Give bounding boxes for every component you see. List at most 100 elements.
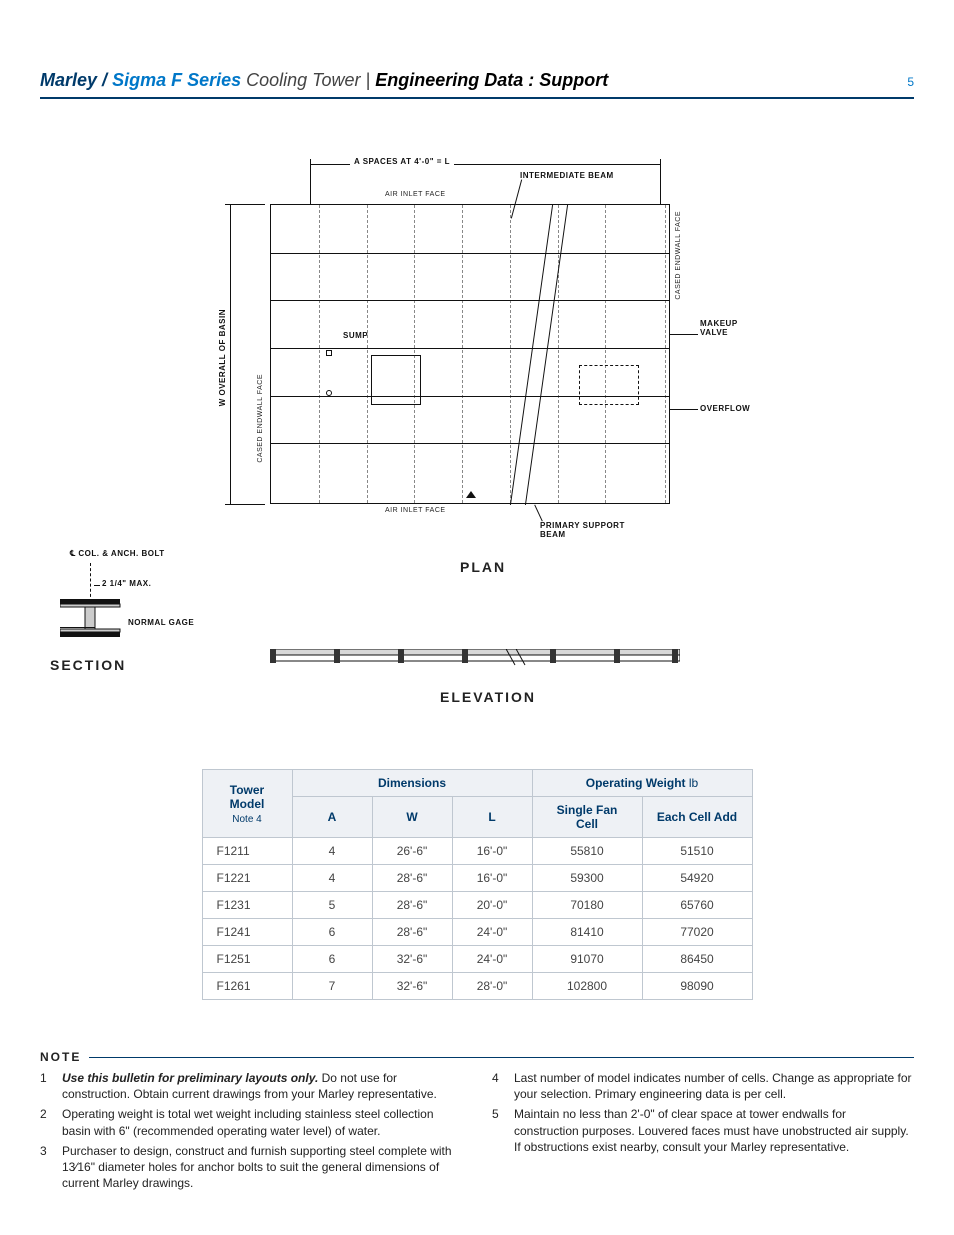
table-row: F1251632'-6"24'-0"9107086450 bbox=[202, 946, 752, 973]
table-cell: 16'-0" bbox=[452, 838, 532, 865]
note-item: 1 Use this bulletin for preliminary layou… bbox=[40, 1070, 462, 1102]
table-cell: 91070 bbox=[532, 946, 642, 973]
grid-v bbox=[319, 205, 320, 503]
dim-tick-right bbox=[660, 159, 661, 204]
table-cell: 55810 bbox=[532, 838, 642, 865]
table-cell: 6 bbox=[292, 946, 372, 973]
table-cell: F1261 bbox=[202, 973, 292, 1000]
table-cell: 16'-0" bbox=[452, 865, 532, 892]
slash: / bbox=[97, 70, 112, 90]
elevation-view bbox=[270, 649, 680, 667]
note-rule bbox=[89, 1057, 914, 1058]
table-cell: 54920 bbox=[642, 865, 752, 892]
label-overflow: OVERFLOW bbox=[700, 404, 750, 413]
dim-tick-left bbox=[310, 159, 311, 204]
th-a: A bbox=[292, 797, 372, 838]
table-row: F1261732'-6"28'-0"10280098090 bbox=[202, 973, 752, 1000]
table-cell: 77020 bbox=[642, 919, 752, 946]
note-item: 2Operating weight is total wet weight in… bbox=[40, 1106, 462, 1138]
table-cell: 7 bbox=[292, 973, 372, 1000]
grid-v bbox=[462, 205, 463, 503]
dashed-box bbox=[579, 365, 639, 405]
th-single: Single Fan Cell bbox=[532, 797, 642, 838]
grid-h bbox=[271, 300, 669, 301]
leader-makeup bbox=[670, 334, 698, 335]
th-tower-note: Note 4 bbox=[232, 814, 261, 825]
grid-v bbox=[414, 205, 415, 503]
table-cell: 70180 bbox=[532, 892, 642, 919]
subtitle-bold: Engineering Data : Support bbox=[375, 70, 608, 90]
note-text: Last number of model indicates number of… bbox=[514, 1070, 914, 1102]
section-view: ℄ COL. & ANCH. BOLT 2 1/4" MAX. NORMAL G… bbox=[40, 549, 260, 673]
th-each: Each Cell Add bbox=[642, 797, 752, 838]
leader-overflow bbox=[670, 409, 698, 410]
table-row: F1241628'-6"24'-0"8141077020 bbox=[202, 919, 752, 946]
marker-square bbox=[326, 350, 332, 356]
note-text: Maintain no less than 2'-0" of clear spa… bbox=[514, 1106, 914, 1155]
cl-symbol: ℄ bbox=[70, 549, 76, 558]
table-cell: 4 bbox=[292, 865, 372, 892]
note-number: 4 bbox=[492, 1070, 504, 1102]
elevation-title: ELEVATION bbox=[440, 689, 536, 705]
note-number: 5 bbox=[492, 1106, 504, 1155]
section-title: SECTION bbox=[50, 657, 260, 673]
grid-v bbox=[558, 205, 559, 503]
th-tower-label: Tower Model bbox=[230, 783, 265, 811]
dim-w-tick bbox=[225, 204, 265, 205]
table-cell: 102800 bbox=[532, 973, 642, 1000]
brand-marley: Marley bbox=[40, 70, 97, 90]
th-weight-unit: lb bbox=[686, 776, 699, 790]
page-header: Marley / Sigma F Series Cooling Tower | … bbox=[40, 70, 914, 99]
note-heading: NOTE bbox=[40, 1050, 914, 1064]
label-air-inlet-top: AIR INLET FACE bbox=[385, 191, 446, 198]
sump-box bbox=[371, 355, 421, 405]
notes-columns: 1 Use this bulletin for preliminary layou… bbox=[40, 1070, 914, 1195]
grid-h bbox=[271, 348, 669, 349]
plan-title: PLAN bbox=[460, 559, 506, 575]
table-cell: 32'-6" bbox=[372, 946, 452, 973]
dim-w-line bbox=[230, 204, 231, 504]
grid-h bbox=[271, 253, 669, 254]
note-text: Use this bulletin for preliminary layout… bbox=[62, 1070, 462, 1102]
table-cell: 20'-0" bbox=[452, 892, 532, 919]
table-row: F1231528'-6"20'-0"7018065760 bbox=[202, 892, 752, 919]
grid-h bbox=[271, 443, 669, 444]
note-number: 3 bbox=[40, 1143, 52, 1192]
table-cell: 24'-0" bbox=[452, 919, 532, 946]
label-primary-support: PRIMARY SUPPORT BEAM bbox=[540, 521, 650, 539]
th-dimensions: Dimensions bbox=[292, 770, 532, 797]
table-cell: F1251 bbox=[202, 946, 292, 973]
table-cell: 65760 bbox=[642, 892, 752, 919]
label-col-anch: COL. & ANCH. BOLT bbox=[78, 549, 164, 558]
subtitle-light: Cooling Tower | bbox=[241, 70, 375, 90]
note-heading-text: NOTE bbox=[40, 1050, 81, 1064]
label-makeup-valve: MAKEUP VALVE bbox=[700, 319, 760, 337]
table-cell: 28'-0" bbox=[452, 973, 532, 1000]
label-intermediate-beam: INTERMEDIATE BEAM bbox=[520, 171, 614, 180]
grid-v bbox=[367, 205, 368, 503]
note-number: 1 bbox=[40, 1070, 52, 1102]
table-cell: F1221 bbox=[202, 865, 292, 892]
table-cell: F1211 bbox=[202, 838, 292, 865]
label-normal-gage: NORMAL GAGE bbox=[128, 618, 194, 627]
table-cell: 28'-6" bbox=[372, 919, 452, 946]
leader-primary bbox=[534, 505, 543, 522]
th-weight-label: Operating Weight bbox=[586, 776, 686, 790]
grid-v bbox=[665, 205, 666, 503]
table-cell: 4 bbox=[292, 838, 372, 865]
note-item: 5Maintain no less than 2'-0" of clear sp… bbox=[492, 1106, 914, 1155]
table-cell: 98090 bbox=[642, 973, 752, 1000]
table-cell: 51510 bbox=[642, 838, 752, 865]
dim-w-tick bbox=[225, 504, 265, 505]
dim-2q bbox=[94, 585, 100, 586]
table-cell: 24'-0" bbox=[452, 946, 532, 973]
header-title: Marley / Sigma F Series Cooling Tower | … bbox=[40, 70, 608, 91]
label-air-inlet-bottom: AIR INLET FACE bbox=[385, 507, 446, 514]
table-cell: 81410 bbox=[532, 919, 642, 946]
note-item: 4 Last number of model indicates number o… bbox=[492, 1070, 914, 1102]
table-cell: 59300 bbox=[532, 865, 642, 892]
brand-sigma: Sigma F Series bbox=[112, 70, 241, 90]
label-a-spaces: A SPACES AT 4'-0" = L bbox=[350, 157, 454, 166]
plan-view: SUMP bbox=[270, 204, 670, 504]
label-w-overall: W OVERALL OF BASIN bbox=[218, 309, 227, 406]
